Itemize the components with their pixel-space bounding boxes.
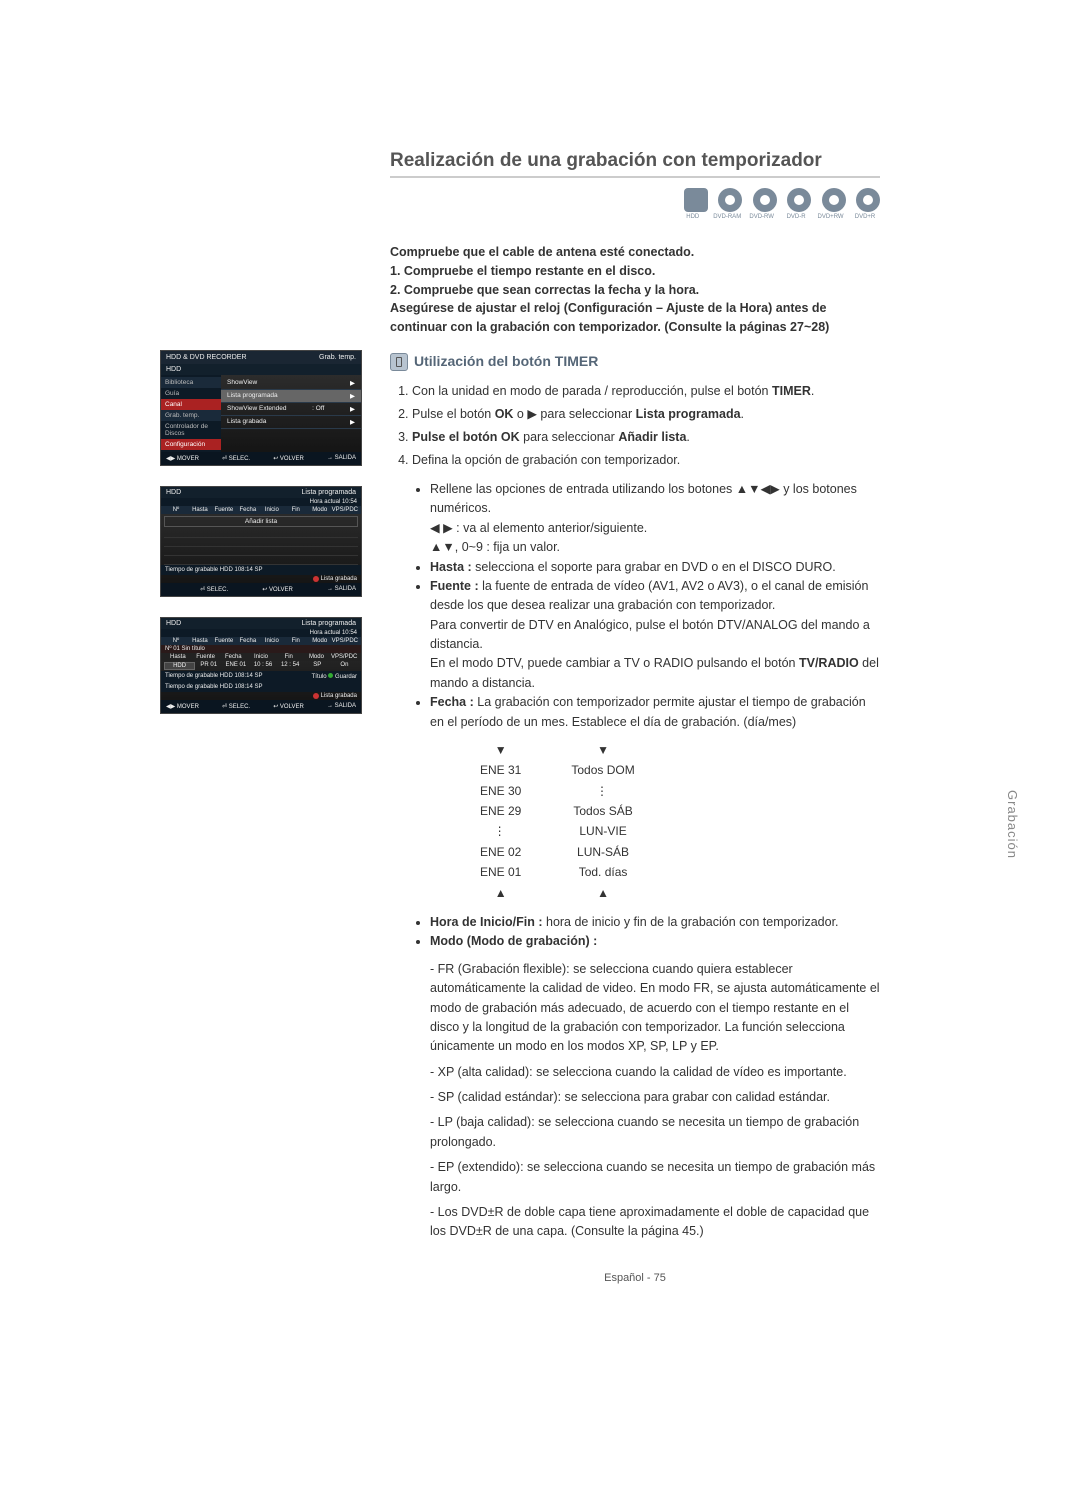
osd-option: ShowView Extended: Off▶ xyxy=(221,403,361,416)
osd-add-row: Añadir lista xyxy=(164,516,358,527)
osd-foot: ↩ VOLVER xyxy=(273,455,304,462)
osd-foot: ⏎ SELEC. xyxy=(200,586,228,593)
osd-option: Lista programada▶ xyxy=(221,390,361,403)
mode-list: - FR (Grabación flexible): se selecciona… xyxy=(390,960,880,1242)
osd2-top: Lista programada xyxy=(302,489,356,496)
mode-fr: - FR (Grabación flexible): se selecciona… xyxy=(430,960,880,1057)
osd-foot: ↩ VOLVER xyxy=(262,586,293,593)
step-3: Pulse el botón OK para seleccionar Añadi… xyxy=(412,427,880,447)
osd2-time: Hora actual 10:54 xyxy=(161,498,361,506)
osd-foot: ◀▶ MOVER xyxy=(166,455,199,462)
bullet-hora: Hora de Inicio/Fin : hora de inicio y fi… xyxy=(430,913,880,932)
side-tab: Grabación xyxy=(1005,790,1020,859)
bullet-fill: Rellene las opciones de entrada utilizan… xyxy=(430,480,880,558)
dvd-plus-r-icon xyxy=(856,188,880,212)
mode-dl: - Los DVD±R de doble capa tiene aproxima… xyxy=(430,1203,880,1242)
osd-foot: ⏎ SELEC. xyxy=(222,455,250,462)
sub-heading: Utilización del botón TIMER xyxy=(390,353,880,371)
osd1-corner: Grab. temp. xyxy=(319,354,356,361)
osd-menu-item: Grab. temp. xyxy=(161,410,221,421)
osd3-top: Lista programada xyxy=(302,620,356,627)
mode-xp: - XP (alta calidad): se selecciona cuand… xyxy=(430,1063,880,1082)
mode-lp: - LP (baja calidad): se selecciona cuand… xyxy=(430,1113,880,1152)
date-diagram: ▼ ENE 31 ENE 30 ENE 29 ⋮ ENE 02 ENE 01 ▲… xyxy=(480,740,880,903)
dvd-rw-icon xyxy=(753,188,777,212)
osd-foot: ↩ VOLVER xyxy=(273,703,304,710)
bullet-hasta: Hasta : selecciona el soporte para graba… xyxy=(430,558,880,577)
osd-menu-item: Configuración xyxy=(161,439,221,450)
osd-menu-screenshot: HDD & DVD RECORDER Grab. temp. HDD Bibli… xyxy=(160,350,362,466)
osd-menu-item: Biblioteca xyxy=(161,377,221,388)
osd-foot: → SALIDA xyxy=(327,586,356,593)
bullet-fuente: Fuente : la fuente de entrada de vídeo (… xyxy=(430,577,880,693)
osd-foot: → SALIDA xyxy=(327,455,356,462)
bullet-modo: Modo (Modo de grabación) : xyxy=(430,932,880,951)
section-title: Realización de una grabación con tempori… xyxy=(390,150,880,178)
osd2-disk: HDD xyxy=(166,489,181,496)
dvd-r-icon xyxy=(787,188,811,212)
osd-option: Lista grabada▶ xyxy=(221,416,361,429)
osd-edit-screenshot: HDD Lista programada Hora actual 10:54 N… xyxy=(160,617,362,714)
hdd-icon xyxy=(684,188,708,212)
dvd-plus-rw-icon xyxy=(822,188,846,212)
step-1: Con la unidad en modo de parada / reprod… xyxy=(412,381,880,401)
step-4: Defina la opción de grabación con tempor… xyxy=(412,450,880,470)
osd-foot: ⏎ SELEC. xyxy=(222,703,250,710)
dvd-ram-icon xyxy=(718,188,742,212)
disc-icons-row: HDD DVD-RAM DVD-RW DVD-R DVD+RW DVD+R xyxy=(390,188,880,223)
osd-option: ShowView▶ xyxy=(221,377,361,390)
osd3-row: Nº 01 Sin título xyxy=(161,645,361,653)
timer-icon xyxy=(390,353,408,371)
osd1-title: HDD & DVD RECORDER xyxy=(166,354,247,361)
osd-menu-item: Controlador de Discos xyxy=(161,421,221,439)
osd-list-screenshot: HDD Lista programada Hora actual 10:54 N… xyxy=(160,486,362,597)
osd3-time: Hora actual 10:54 xyxy=(161,629,361,637)
mode-ep: - EP (extendido): se selecciona cuando s… xyxy=(430,1158,880,1197)
osd-foot: ◀▶ MOVER xyxy=(166,703,199,710)
osd-menu-item: Canal xyxy=(161,399,221,410)
osd-column: HDD & DVD RECORDER Grab. temp. HDD Bibli… xyxy=(160,150,360,1284)
step-2: Pulse el botón OK o ▶ para seleccionar L… xyxy=(412,404,880,424)
page-footer: Español - 75 xyxy=(390,1272,880,1284)
osd-foot: → SALIDA xyxy=(327,703,356,710)
osd1-disk: HDD xyxy=(161,364,361,375)
osd3-disk: HDD xyxy=(166,620,181,627)
mode-sp: - SP (calidad estándar): se selecciona p… xyxy=(430,1088,880,1107)
intro-text: Compruebe que el cable de antena esté co… xyxy=(390,243,880,337)
content-column: Realización de una grabación con tempori… xyxy=(390,150,880,1284)
steps-list: Con la unidad en modo de parada / reprod… xyxy=(390,381,880,470)
osd-menu-item: Guía xyxy=(161,388,221,399)
bullet-fecha: Fecha : La grabación con temporizador pe… xyxy=(430,693,880,903)
